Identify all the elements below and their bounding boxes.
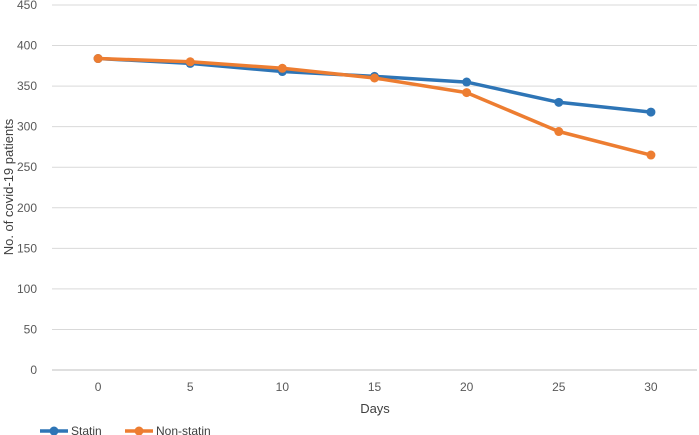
data-point-non-statin-1 (185, 57, 195, 67)
data-point-statin-5 (554, 97, 564, 107)
series-non-statin (93, 54, 656, 160)
legend-item-statin: Statin (40, 424, 102, 435)
data-point-non-statin-3 (370, 73, 379, 83)
data-point-non-statin-5 (554, 127, 564, 137)
y-tick-label-5: 250 (17, 160, 37, 174)
x-tick-label-2: 10 (276, 380, 290, 394)
legend-swatch-marker (134, 426, 144, 435)
y-axis-title: No. of covid-19 patients (1, 118, 16, 255)
series-group (93, 54, 656, 160)
x-tick-label-0: 0 (95, 380, 102, 394)
x-tick-labels: 0 5 10 15 20 25 30 (95, 380, 658, 394)
x-tick-label-5: 25 (552, 380, 566, 394)
y-tick-label-7: 350 (17, 79, 37, 93)
x-axis-title: Days (360, 401, 390, 416)
y-tick-label-8: 400 (17, 39, 37, 53)
y-tick-label-4: 200 (17, 201, 37, 215)
legend-swatch-marker (49, 426, 59, 435)
y-tick-label-6: 300 (17, 120, 37, 134)
y-tick-label-1: 50 (24, 322, 38, 336)
y-tick-label-9: 450 (17, 0, 37, 12)
y-tick-labels: 0 50 100 150 200 250 300 350 400 450 (17, 0, 37, 377)
data-point-non-statin-6 (646, 150, 656, 160)
legend: Statin Non-statin (40, 424, 211, 435)
legend-label-statin: Statin (71, 424, 102, 435)
data-point-statin-4 (462, 77, 472, 87)
gridlines (52, 4, 697, 371)
x-tick-label-1: 5 (187, 380, 194, 394)
y-tick-label-2: 100 (17, 282, 37, 296)
data-point-non-statin-4 (462, 88, 472, 98)
x-tick-label-6: 30 (644, 380, 658, 394)
x-tick-label-4: 20 (460, 380, 474, 394)
series-line-statin (96, 56, 653, 114)
x-tick-label-3: 15 (368, 380, 382, 394)
legend-label-non-statin: Non-statin (156, 424, 211, 435)
y-tick-label-0: 0 (30, 363, 37, 377)
data-point-statin-6 (646, 107, 656, 117)
data-point-non-statin-2 (277, 63, 287, 73)
data-point-non-statin-0 (93, 54, 103, 64)
series-statin (93, 54, 656, 117)
legend-item-non-statin: Non-statin (125, 424, 211, 435)
y-tick-label-3: 150 (17, 241, 37, 255)
